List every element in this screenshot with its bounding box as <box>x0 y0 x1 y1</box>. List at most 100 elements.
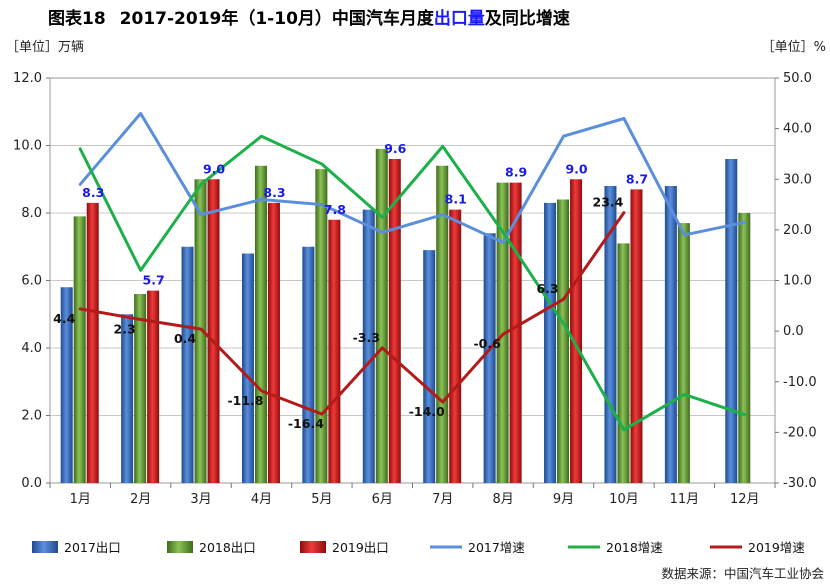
bar-2017出口-2月 <box>121 314 134 483</box>
right-tick-label: 30.0 <box>783 172 812 187</box>
growth-value-label: 2.3 <box>114 321 136 336</box>
bar-value-label: 8.7 <box>626 171 648 186</box>
legend-swatch-2017出口 <box>32 541 58 553</box>
bar-2017出口-8月 <box>483 233 496 483</box>
right-tick-label: 40.0 <box>783 122 812 137</box>
growth-value-label: 6.3 <box>536 281 558 296</box>
bar-value-label: 8.3 <box>263 185 285 200</box>
right-axis-unit: ［单位］% <box>762 40 826 55</box>
legend-label: 2018增速 <box>606 540 663 555</box>
x-category-label: 9月 <box>553 492 574 507</box>
bar-2017出口-9月 <box>544 202 557 483</box>
bar-2017出口-1月 <box>60 287 73 483</box>
x-category-label: 4月 <box>251 492 272 507</box>
bar-2018出口-12月 <box>738 213 751 483</box>
right-tick-label: 50.0 <box>783 71 812 86</box>
bar-value-label: 8.3 <box>82 185 104 200</box>
bar-2017出口-5月 <box>302 246 315 483</box>
line-2019增速 <box>78 211 626 416</box>
chart-title: 图表18 2017-2019年（1-10月）中国汽车月度出口量及同比增速 <box>48 8 570 29</box>
left-tick-label: 6.0 <box>21 274 42 289</box>
bar-2018出口-6月 <box>375 148 388 483</box>
line-2018增速 <box>78 134 747 432</box>
bar-2019出口-4月 <box>267 202 280 483</box>
x-category-label: 2月 <box>130 492 151 507</box>
left-tick-label: 4.0 <box>21 341 42 356</box>
bar-2019出口-1月 <box>86 202 99 483</box>
growth-value-label: 4.4 <box>53 311 75 326</box>
bar-2017出口-3月 <box>181 246 194 483</box>
x-category-label: 5月 <box>311 492 332 507</box>
data-source: 数据来源：中国汽车工业协会 <box>661 566 824 581</box>
growth-value-label: -16.4 <box>288 416 324 431</box>
right-tick-label: -30.0 <box>783 476 817 491</box>
legend-swatch-2019出口 <box>300 541 326 553</box>
legend-label: 2018出口 <box>199 540 256 555</box>
right-tick-label: 10.0 <box>783 274 812 289</box>
right-tick-label: 0.0 <box>783 324 804 339</box>
legend-label: 2017增速 <box>468 540 525 555</box>
growth-value-label: -0.6 <box>473 336 501 351</box>
bar-2018出口-9月 <box>557 199 570 483</box>
legend-swatch-2018出口 <box>167 541 193 553</box>
growth-value-label: -11.8 <box>227 393 263 408</box>
right-tick-label: -20.0 <box>783 425 817 440</box>
bar-2019出口-10月 <box>630 189 643 483</box>
growth-value-label: 23.4 <box>593 195 624 210</box>
bar-value-label: 8.1 <box>445 192 467 207</box>
bar-2018出口-7月 <box>436 165 449 483</box>
legend: 2017出口 2018出口 2019出口 2017增速 2018增速 2019增速 <box>32 540 805 555</box>
left-tick-label: 0.0 <box>21 476 42 491</box>
data-labels: 8.3 5.7 9.0 8.3 7.8 9.6 8.1 8.9 9.0 8.7 4.4 2.3 0.4 -… <box>53 141 648 431</box>
bar-2019出口-5月 <box>328 219 341 483</box>
bar-2018出口-4月 <box>254 165 267 483</box>
bar-2019出口-7月 <box>449 209 462 483</box>
bar-value-label: 5.7 <box>143 273 165 288</box>
x-category-label: 3月 <box>190 492 211 507</box>
x-category-label: 8月 <box>492 492 513 507</box>
growth-value-label: -14.0 <box>409 404 445 419</box>
bars <box>60 148 751 483</box>
bar-2019出口-2月 <box>147 290 160 483</box>
bar-value-label: 9.0 <box>565 161 587 176</box>
bar-value-label: 9.0 <box>203 161 225 176</box>
x-category-label: 6月 <box>372 492 393 507</box>
x-category-label: 1月 <box>70 492 91 507</box>
growth-value-label: 0.4 <box>174 331 196 346</box>
bar-value-label: 9.6 <box>384 141 406 156</box>
right-y-axis: -30.0 -20.0 -10.0 0.0 10.0 20.0 30.0 40.0 50.0 <box>775 71 817 491</box>
left-tick-label: 8.0 <box>21 206 42 221</box>
bar-2017出口-7月 <box>423 250 436 483</box>
legend-label: 2019出口 <box>332 540 389 555</box>
right-tick-label: 20.0 <box>783 223 812 238</box>
growth-lines <box>78 111 747 432</box>
left-tick-label: 10.0 <box>13 139 42 154</box>
bar-2019出口-9月 <box>570 179 583 483</box>
left-y-axis: 0.0 2.0 4.0 6.0 8.0 10.0 12.0 <box>13 71 50 491</box>
x-category-label: 7月 <box>432 492 453 507</box>
x-category-label: 10月 <box>609 492 639 507</box>
bar-2018出口-5月 <box>315 169 328 483</box>
bar-2017出口-11月 <box>664 186 677 483</box>
left-tick-label: 12.0 <box>13 71 42 86</box>
right-tick-label: -10.0 <box>783 375 817 390</box>
left-tick-label: 2.0 <box>21 409 42 424</box>
growth-value-label: -3.3 <box>353 330 380 345</box>
x-category-label: 12月 <box>730 492 760 507</box>
legend-label: 2019增速 <box>748 540 805 555</box>
bar-2019出口-3月 <box>207 179 220 483</box>
bar-2017出口-6月 <box>362 209 375 483</box>
bar-2018出口-10月 <box>617 243 630 483</box>
bar-2018出口-3月 <box>194 179 207 483</box>
x-axis: 1月 2月 3月 4月 5月 6月 7月 8月 9月 10月 11月 12月 <box>49 483 776 507</box>
bar-2018出口-11月 <box>677 223 690 483</box>
bar-2017出口-4月 <box>241 253 254 483</box>
bar-2018出口-2月 <box>134 294 147 483</box>
x-category-label: 11月 <box>670 492 700 507</box>
bar-2017出口-12月 <box>725 159 738 483</box>
legend-label: 2017出口 <box>64 540 121 555</box>
bar-value-label: 8.9 <box>505 165 527 180</box>
bar-2018出口-1月 <box>73 216 86 483</box>
left-axis-unit: ［单位］万辆 <box>6 40 84 55</box>
